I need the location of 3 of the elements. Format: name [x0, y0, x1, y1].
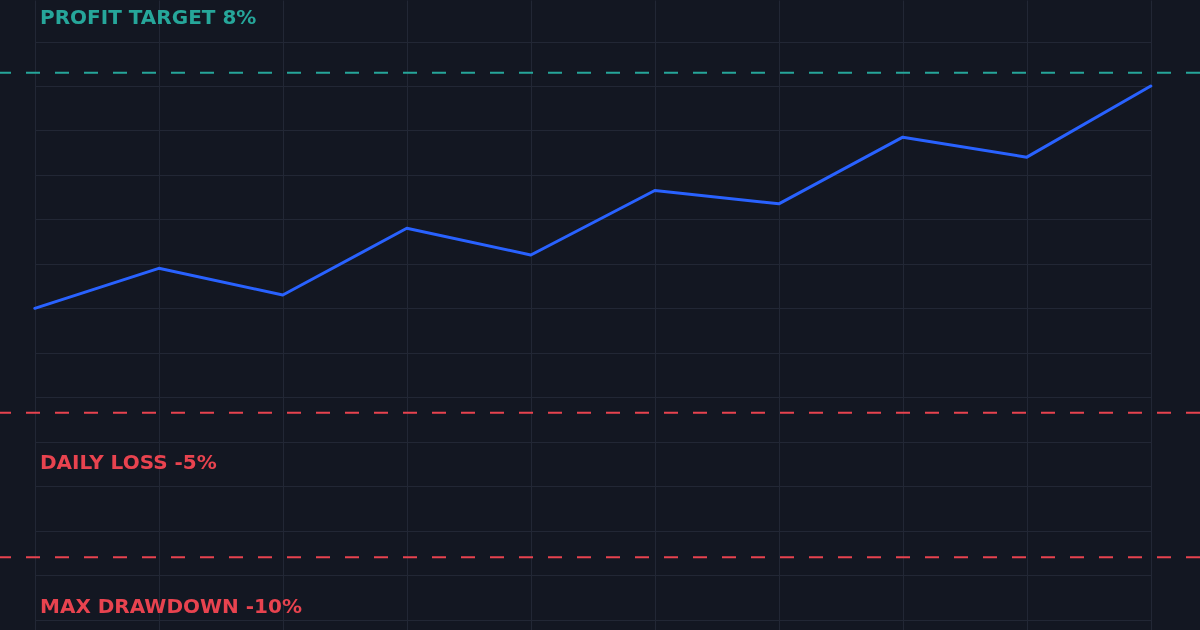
- ref-line-label: MAX DRAWDOWN -10%: [40, 594, 302, 619]
- ref-line-label: PROFIT TARGET 8%: [40, 4, 257, 29]
- ref-line-label: DAILY LOSS -5%: [40, 449, 217, 474]
